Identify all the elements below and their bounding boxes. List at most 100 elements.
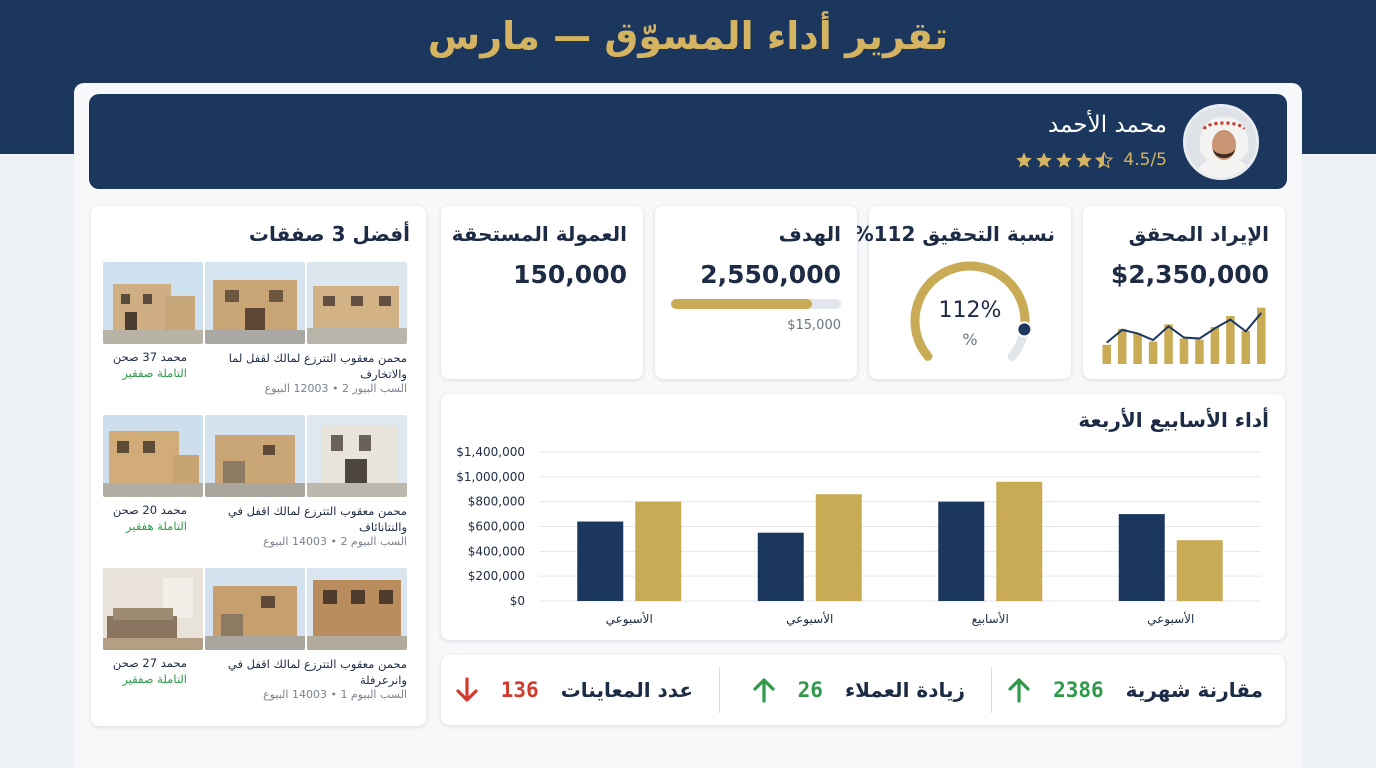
revenue-spark-line: [1106, 312, 1263, 344]
revenue-title: الإيراد المحقق: [1128, 222, 1269, 246]
star-icon: [1036, 152, 1053, 168]
property-photo[interactable]: [205, 415, 305, 497]
arrow-down-icon: [456, 677, 478, 702]
revenue-spark-bar: [1226, 316, 1235, 364]
half-star-icon: [1095, 151, 1114, 169]
property-photo[interactable]: [307, 415, 407, 497]
star-icon: [1016, 152, 1033, 168]
gauge-fill: [910, 261, 1030, 361]
weekly-bar-chart: $0 $200,000 $400,000 $600,000 $800,000 $1,000…: [456, 445, 1261, 627]
x-tick-label: الأسبوعي: [1147, 611, 1194, 627]
achievement-card[interactable]: نسبة التحقيق 112% 112% %: [854, 206, 1071, 379]
stats-divider: [991, 667, 992, 713]
avatar[interactable]: [1183, 104, 1259, 180]
revenue-spark-bar: [1241, 330, 1251, 364]
property-photo[interactable]: [205, 262, 305, 344]
revenue-spark-bar: [1179, 338, 1189, 364]
target-sub: $15,000: [787, 318, 841, 333]
chart-bar[interactable]: [938, 501, 985, 601]
stat-monthly-value: 2386: [1053, 678, 1104, 702]
gauge-marker: [1016, 321, 1033, 338]
deal-description: محمن معقوب التترزع لمالك اقفل في والنتان…: [227, 504, 407, 534]
weekly-chart-card: أداء الأسابيع الأربعة $0 $200,000 $400,000…: [441, 394, 1285, 640]
revenue-spark-bar: [1117, 328, 1127, 364]
y-tick-label: $1,000,000: [456, 470, 525, 484]
deal-status: التاملة هفقير: [126, 519, 187, 533]
property-photo[interactable]: [307, 568, 407, 650]
deal-meta: السب البيوم 1 • 14003 البيوع: [263, 688, 407, 701]
x-tick-label: الأسبوعي: [606, 611, 653, 627]
stat-viewings-value: 136: [500, 678, 539, 702]
deal-description: محمن معقوب التترزع لمالك لقفل لما والاتخ…: [228, 351, 407, 381]
property-photo[interactable]: [205, 568, 305, 650]
rating-stars: [1015, 151, 1114, 169]
deal-item[interactable]: محمن معقوب التترزع لمالك اقفل في وانرعرف…: [103, 568, 407, 712]
chart-bar[interactable]: [1118, 514, 1165, 601]
target-progress-fill: [671, 299, 813, 309]
deal-agent: محمد 37 صحن: [112, 350, 187, 364]
x-tick-label: الأسابيع: [972, 611, 1009, 626]
deal-item[interactable]: محمن معقوب التترزع لمالك لقفل لما والاتخ…: [103, 262, 407, 406]
deal-agent: محمد 20 صحن: [112, 503, 187, 517]
achievement-value: 112%: [938, 298, 1002, 323]
chart-bar[interactable]: [577, 521, 624, 601]
chart-bar[interactable]: [815, 494, 862, 601]
target-progress-track: [671, 299, 841, 309]
target-title: الهدف: [778, 222, 841, 246]
stat-monthly[interactable]: مقارنة شهرية 2386: [1007, 655, 1263, 725]
deal-status: التاملة صفقير: [122, 366, 187, 380]
target-value: 2,550,000: [700, 260, 841, 289]
revenue-spark-bar: [1210, 326, 1220, 364]
achievement-unit: %: [962, 330, 978, 349]
stat-clients[interactable]: زيادة العملاء 26: [752, 655, 965, 725]
property-photo[interactable]: [103, 415, 203, 497]
y-tick-label: $0: [510, 594, 525, 608]
target-card[interactable]: الهدف 2,550,000 $15,000: [655, 206, 857, 379]
y-tick-label: $200,000: [468, 569, 525, 583]
property-photo[interactable]: [103, 262, 203, 344]
achievement-title: نسبة التحقيق 112%: [853, 222, 1055, 246]
chart-bar[interactable]: [757, 532, 804, 601]
commission-card[interactable]: العمولة المستحقة 150,000: [441, 206, 643, 379]
stat-clients-value: 26: [797, 678, 823, 702]
property-photo[interactable]: [307, 262, 407, 344]
deal-item[interactable]: محمن معقوب التترزع لمالك اقفل في والنتان…: [103, 415, 407, 559]
deal-meta: السب البيوم 2 • 14003 البيوع: [263, 535, 407, 548]
chart-bar[interactable]: [996, 481, 1043, 601]
agent-name: محمد الأحمد: [1048, 112, 1167, 138]
y-tick-label: $800,000: [468, 495, 525, 509]
rating-value: 4.5/5: [1123, 150, 1167, 170]
deal-status: التاملة صفقير: [122, 672, 187, 686]
revenue-spark-bar: [1133, 333, 1142, 364]
deal-agent: محمد 27 صحن: [112, 656, 187, 670]
chart-bar[interactable]: [635, 501, 682, 601]
x-tick-label: الأسبوعي: [786, 611, 833, 627]
chart-bar[interactable]: [1176, 540, 1223, 601]
achievement-gauge: [910, 261, 1033, 361]
agent-profile-banner: محمد الأحمد 4.5/5: [89, 94, 1287, 189]
page-title: تقرير أداء المسوّق — مارس: [427, 14, 949, 58]
weekly-chart-title: أداء الأسابيع الأربعة: [1078, 408, 1269, 432]
deal-description: محمن معقوب التترزع لمالك اقفل في وانرعرف…: [227, 657, 407, 687]
commission-title: العمولة المستحقة: [451, 222, 627, 246]
stat-viewings-label: عدد المعاينات: [560, 678, 693, 702]
stats-divider: [719, 667, 720, 713]
property-photo[interactable]: [103, 568, 203, 650]
top-deals-card: أفضل 3 صفقات محمن معقوب التترزع لمالك لق…: [91, 206, 426, 726]
revenue-spark-bar: [1148, 341, 1158, 364]
revenue-spark-bar: [1102, 344, 1111, 364]
y-tick-label: $400,000: [468, 544, 525, 558]
stats-bar: مقارنة شهرية 2386 زيادة العملاء 26 عدد ا…: [441, 655, 1285, 725]
revenue-sparkline: [1102, 307, 1266, 364]
star-icon: [1056, 152, 1073, 168]
revenue-card[interactable]: الإيراد المحقق $2,350,000: [1083, 206, 1285, 379]
arrow-up-icon: [753, 678, 775, 703]
y-tick-label: $600,000: [468, 520, 525, 534]
y-tick-label: $1,400,000: [456, 445, 525, 459]
stat-viewings[interactable]: عدد المعاينات 136: [455, 655, 693, 725]
star-icon: [1076, 152, 1093, 168]
deal-meta: السب البيور 2 • 12003 البيوع: [264, 382, 407, 395]
commission-value: 150,000: [513, 260, 627, 289]
revenue-spark-bar: [1195, 339, 1204, 364]
revenue-spark-bar: [1164, 324, 1173, 364]
